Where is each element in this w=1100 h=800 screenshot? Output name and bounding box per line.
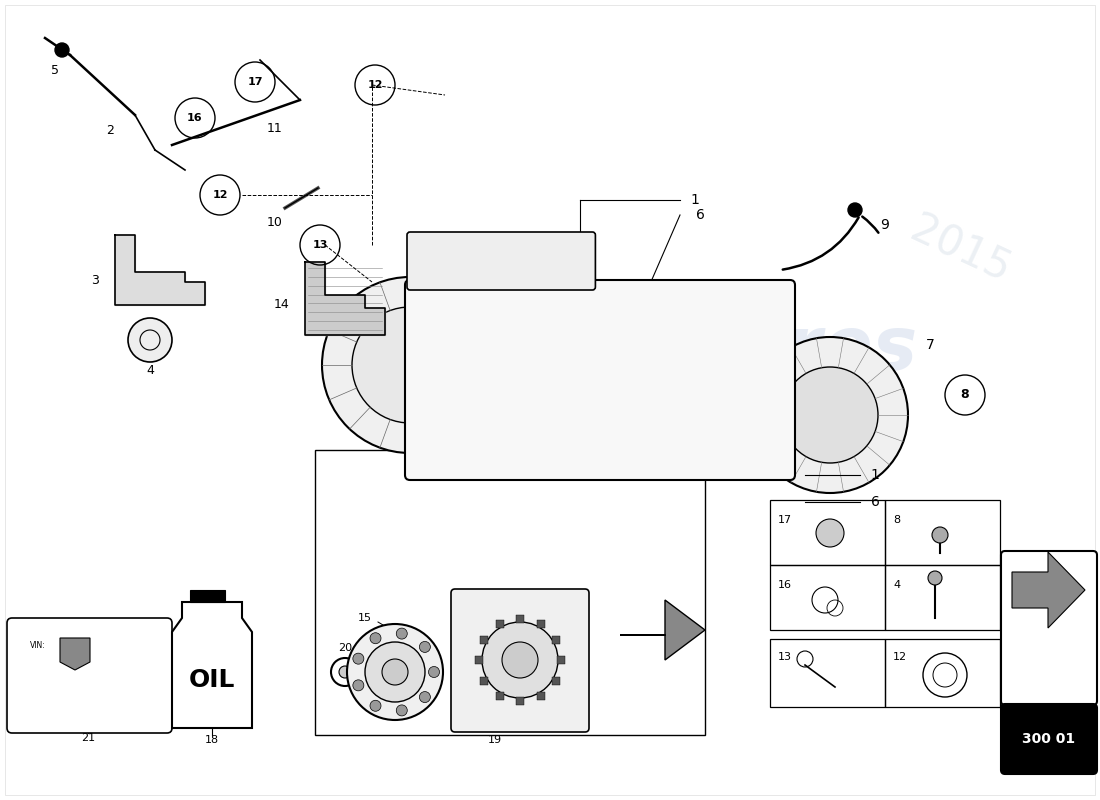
Text: OIL: OIL xyxy=(189,668,235,692)
Text: 2015: 2015 xyxy=(903,209,1016,291)
FancyBboxPatch shape xyxy=(1001,704,1097,774)
Text: 13: 13 xyxy=(312,240,328,250)
Text: 12: 12 xyxy=(367,80,383,90)
Text: 10: 10 xyxy=(267,215,283,229)
Text: 1: 1 xyxy=(691,193,700,207)
Text: 19: 19 xyxy=(488,735,502,745)
Circle shape xyxy=(365,642,425,702)
Text: 8: 8 xyxy=(893,515,900,525)
Circle shape xyxy=(382,659,408,685)
Polygon shape xyxy=(551,677,560,685)
Text: 21: 21 xyxy=(81,733,95,743)
Text: 16: 16 xyxy=(778,580,792,590)
Polygon shape xyxy=(475,656,483,664)
FancyBboxPatch shape xyxy=(1001,551,1097,705)
Polygon shape xyxy=(60,638,90,670)
Polygon shape xyxy=(481,677,488,685)
Text: 12: 12 xyxy=(893,652,907,662)
Text: 17: 17 xyxy=(248,77,263,87)
FancyBboxPatch shape xyxy=(405,280,795,480)
Circle shape xyxy=(396,705,407,716)
Circle shape xyxy=(928,571,942,585)
Circle shape xyxy=(782,367,878,463)
Polygon shape xyxy=(557,656,565,664)
Circle shape xyxy=(482,622,558,698)
Polygon shape xyxy=(551,635,560,643)
Text: 6: 6 xyxy=(695,208,704,222)
Circle shape xyxy=(128,318,172,362)
FancyBboxPatch shape xyxy=(407,232,595,290)
Text: 2: 2 xyxy=(106,123,114,137)
Circle shape xyxy=(370,633,381,644)
Bar xyxy=(770,639,886,707)
Bar xyxy=(190,590,226,602)
Text: 300 01: 300 01 xyxy=(1022,732,1076,746)
Polygon shape xyxy=(620,600,705,660)
Text: 14: 14 xyxy=(274,298,290,311)
Circle shape xyxy=(352,307,468,423)
Text: a passion for parts: a passion for parts xyxy=(477,426,762,454)
Polygon shape xyxy=(116,235,205,305)
Polygon shape xyxy=(1012,552,1085,628)
Circle shape xyxy=(848,203,862,217)
FancyBboxPatch shape xyxy=(451,589,588,732)
Text: 5: 5 xyxy=(51,63,59,77)
Text: 20: 20 xyxy=(338,643,352,653)
Circle shape xyxy=(396,628,407,639)
Text: 3: 3 xyxy=(91,274,99,286)
Circle shape xyxy=(419,691,430,702)
Polygon shape xyxy=(516,615,524,623)
Bar xyxy=(886,500,1000,565)
Text: eurospares: eurospares xyxy=(443,314,917,386)
Polygon shape xyxy=(516,697,524,705)
Text: 7: 7 xyxy=(925,338,934,352)
Text: 8: 8 xyxy=(960,389,969,402)
Text: 4: 4 xyxy=(893,580,900,590)
Bar xyxy=(886,565,1000,630)
Text: 12: 12 xyxy=(212,190,228,200)
Circle shape xyxy=(322,277,498,453)
Circle shape xyxy=(932,527,948,543)
Circle shape xyxy=(370,700,381,711)
Polygon shape xyxy=(495,621,504,629)
Circle shape xyxy=(346,624,443,720)
Polygon shape xyxy=(537,691,544,699)
Polygon shape xyxy=(172,602,252,728)
Text: 11: 11 xyxy=(267,122,283,134)
Circle shape xyxy=(502,642,538,678)
Circle shape xyxy=(816,519,844,547)
Circle shape xyxy=(429,666,440,678)
Text: VIN:: VIN: xyxy=(30,641,46,650)
Text: 9: 9 xyxy=(881,218,890,232)
Circle shape xyxy=(752,337,908,493)
Circle shape xyxy=(331,658,359,686)
Circle shape xyxy=(419,642,430,653)
Text: 15: 15 xyxy=(358,613,372,623)
Text: 6: 6 xyxy=(870,495,879,509)
Polygon shape xyxy=(481,635,488,643)
Text: 16: 16 xyxy=(187,113,202,123)
Circle shape xyxy=(339,666,351,678)
Bar xyxy=(886,639,1000,707)
Text: 18: 18 xyxy=(205,735,219,745)
Text: 4: 4 xyxy=(146,363,154,377)
Polygon shape xyxy=(495,691,504,699)
FancyBboxPatch shape xyxy=(7,618,172,733)
Bar xyxy=(315,450,705,735)
Bar xyxy=(770,500,886,565)
Polygon shape xyxy=(537,621,544,629)
Text: 1: 1 xyxy=(870,468,879,482)
Polygon shape xyxy=(305,262,385,335)
Circle shape xyxy=(353,680,364,691)
Text: 13: 13 xyxy=(778,652,792,662)
Circle shape xyxy=(353,653,364,664)
Bar xyxy=(770,565,886,630)
Text: 17: 17 xyxy=(778,515,792,525)
Circle shape xyxy=(55,43,69,57)
